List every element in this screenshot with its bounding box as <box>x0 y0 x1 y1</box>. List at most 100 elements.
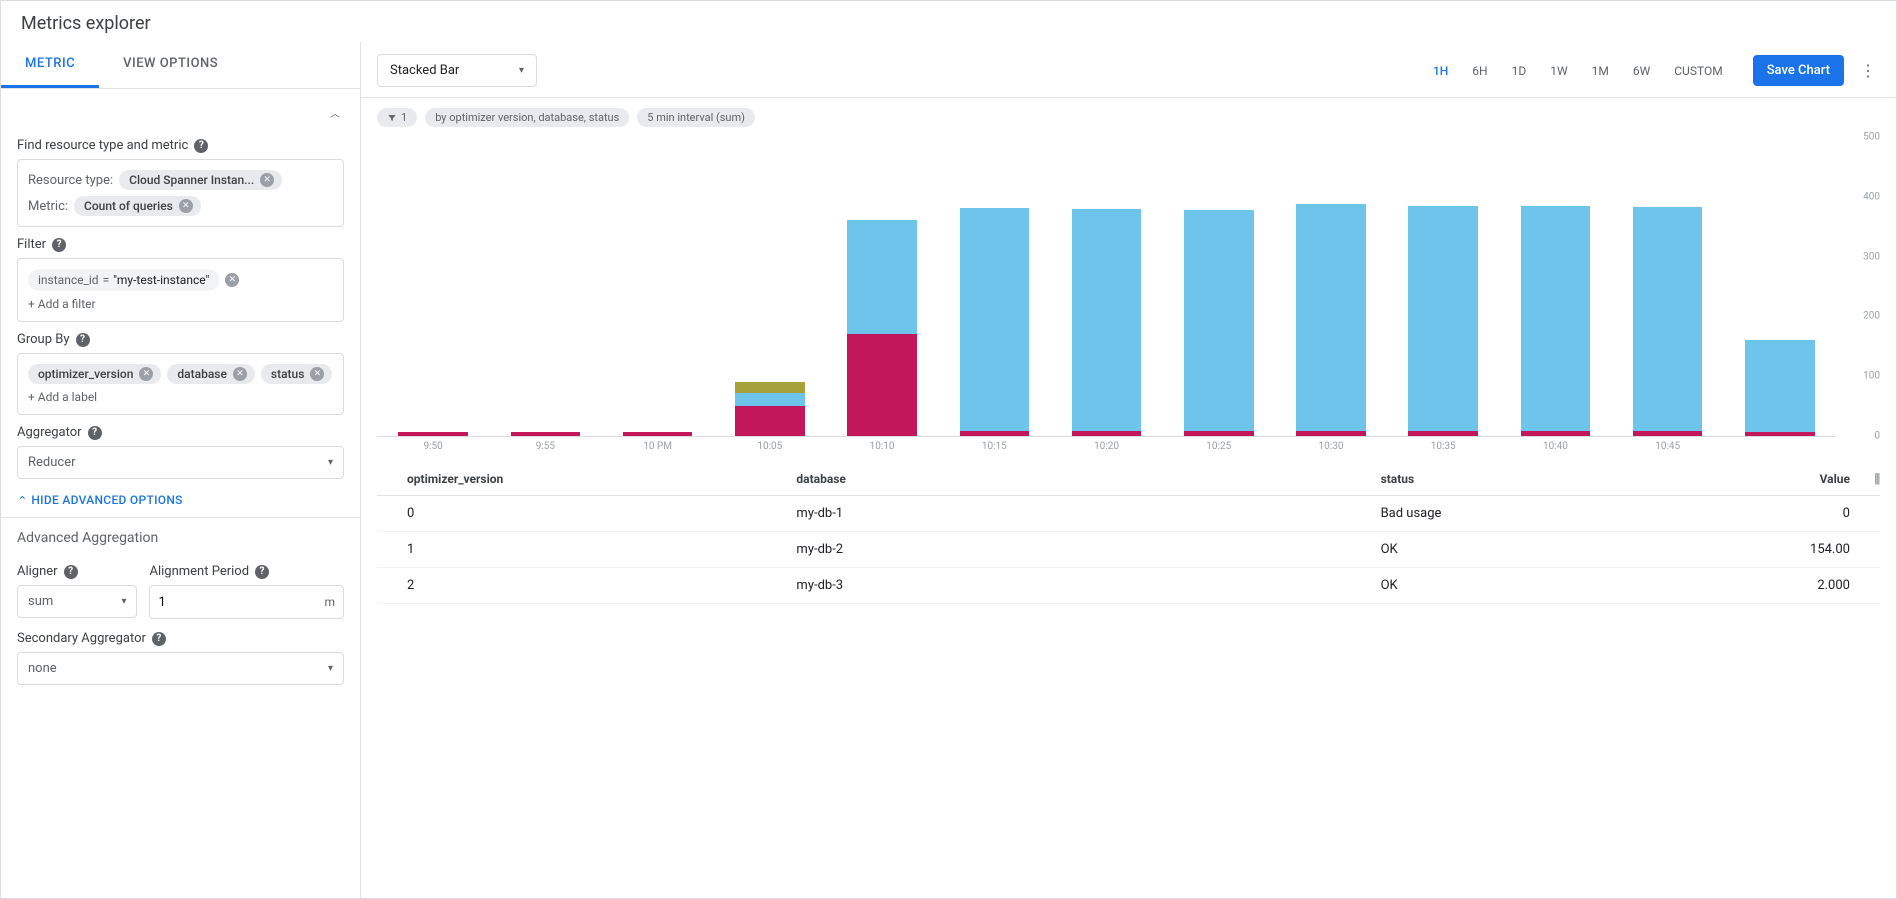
groupby-chip[interactable]: database✕ <box>167 364 255 384</box>
help-icon[interactable]: ? <box>255 565 269 579</box>
aggregator-select[interactable]: Reducer ▾ <box>17 446 344 479</box>
bar-segment <box>1408 431 1478 436</box>
chart-area: 0100200300400500 <box>377 137 1836 437</box>
col-value: Value <box>1770 472 1850 487</box>
save-chart-button[interactable]: Save Chart <box>1753 55 1844 86</box>
bar-segment <box>1072 431 1142 436</box>
bar-segment <box>1745 340 1815 432</box>
x-tick: 10:25 <box>1163 441 1275 452</box>
pill-groupby[interactable]: by optimizer version, database, status <box>425 108 629 127</box>
x-tick: 10:45 <box>1612 441 1724 452</box>
filter-chip[interactable]: instance_id = "my-test-instance" <box>28 269 219 291</box>
pill-count-text: 1 <box>401 111 407 124</box>
resource-type-label: Resource type: <box>28 173 113 188</box>
sidebar: METRIC VIEW OPTIONS ︿ Find resource type… <box>1 42 361 898</box>
y-tick: 200 <box>1863 311 1880 322</box>
chart-type-value: Stacked Bar <box>390 63 459 78</box>
y-tick: 0 <box>1874 431 1880 442</box>
secondary-agg-select[interactable]: none ▾ <box>17 652 344 685</box>
legend-row[interactable]: 0my-db-1Bad usage0 <box>377 496 1880 532</box>
help-icon[interactable]: ? <box>194 139 208 153</box>
pill-filter-count[interactable]: 1 <box>377 108 417 127</box>
bar-segment <box>398 432 468 436</box>
groupby-label: Group By ? <box>17 332 344 347</box>
bar-segment <box>1633 207 1703 431</box>
bar-segment <box>1521 431 1591 436</box>
metric-label: Metric: <box>28 199 68 214</box>
remove-icon[interactable]: ✕ <box>139 367 153 381</box>
time-range-custom[interactable]: CUSTOM <box>1664 58 1732 84</box>
hide-advanced-toggle[interactable]: ⌄ HIDE ADVANCED OPTIONS <box>17 479 344 517</box>
help-icon[interactable]: ? <box>52 238 66 252</box>
pill-interval[interactable]: 5 min interval (sum) <box>637 108 755 127</box>
bar[interactable] <box>847 220 917 436</box>
help-icon[interactable]: ? <box>88 426 102 440</box>
help-icon[interactable]: ? <box>152 632 166 646</box>
time-range-1m[interactable]: 1M <box>1582 58 1619 84</box>
bar-slot <box>601 137 713 436</box>
period-label: Alignment Period ? <box>149 564 344 579</box>
find-label-text: Find resource type and metric <box>17 138 188 153</box>
remove-icon[interactable]: ✕ <box>310 367 324 381</box>
collapse-icon[interactable]: ︿ <box>330 105 340 120</box>
remove-icon[interactable]: ✕ <box>225 273 239 287</box>
filter-box: instance_id = "my-test-instance" ✕ + Add… <box>17 258 344 322</box>
bar[interactable] <box>1745 340 1815 436</box>
chart-type-select[interactable]: Stacked Bar ▾ <box>377 54 537 87</box>
time-range-6h[interactable]: 6H <box>1462 58 1497 84</box>
help-icon[interactable]: ? <box>64 565 78 579</box>
resource-type-chip[interactable]: Cloud Spanner Instan... ✕ <box>119 170 282 190</box>
page-title: Metrics explorer <box>1 1 1896 42</box>
aggregator-label: Aggregator ? <box>17 425 344 440</box>
legend-row[interactable]: 1my-db-2OK154.00 <box>377 532 1880 568</box>
bar[interactable] <box>623 432 693 436</box>
aligner-label-text: Aligner <box>17 564 58 579</box>
legend-status: OK <box>1381 542 1770 557</box>
groupby-chip[interactable]: status✕ <box>261 364 333 384</box>
legend-database: my-db-2 <box>796 542 1380 557</box>
period-value-input[interactable] <box>158 595 324 610</box>
legend-optimizer-version: 2 <box>407 578 796 593</box>
bar[interactable] <box>1072 209 1142 436</box>
aligner-select[interactable]: sum ▾ <box>17 585 137 618</box>
x-tick <box>1724 441 1836 452</box>
time-range-1h[interactable]: 1H <box>1423 58 1458 84</box>
help-icon[interactable]: ? <box>76 333 90 347</box>
add-filter-link[interactable]: + Add a filter <box>28 297 96 311</box>
remove-icon[interactable]: ✕ <box>233 367 247 381</box>
bar-slot <box>938 137 1050 436</box>
filter-op: = <box>103 273 110 287</box>
bars-container <box>377 137 1836 436</box>
bar-slot <box>826 137 938 436</box>
alignment-period-input[interactable]: m <box>149 585 344 619</box>
bar[interactable] <box>398 432 468 436</box>
groupby-chip[interactable]: optimizer_version✕ <box>28 364 161 384</box>
col-optimizer-version: optimizer_version <box>407 472 796 487</box>
bar-slot <box>1275 137 1387 436</box>
bar[interactable] <box>1633 207 1703 436</box>
add-label-link[interactable]: + Add a label <box>28 390 97 404</box>
col-database: database <box>796 472 1380 487</box>
bar[interactable] <box>735 382 805 436</box>
bar[interactable] <box>1296 204 1366 436</box>
bar[interactable] <box>960 208 1030 436</box>
bar-segment <box>1408 206 1478 431</box>
time-range-6w[interactable]: 6W <box>1623 58 1660 84</box>
tab-view-options[interactable]: VIEW OPTIONS <box>99 42 242 88</box>
bar[interactable] <box>1184 210 1254 436</box>
remove-icon[interactable]: ✕ <box>179 199 193 213</box>
time-range-1d[interactable]: 1D <box>1502 58 1537 84</box>
bar[interactable] <box>1521 206 1591 436</box>
time-range-1w[interactable]: 1W <box>1540 58 1577 84</box>
more-menu-icon[interactable]: ⋮ <box>1856 59 1880 83</box>
find-box: Resource type: Cloud Spanner Instan... ✕… <box>17 159 344 227</box>
metric-chip[interactable]: Count of queries ✕ <box>74 196 201 216</box>
bar-segment <box>735 406 805 436</box>
columns-icon[interactable]: ⫼ <box>1850 472 1880 487</box>
tab-metric[interactable]: METRIC <box>1 42 99 88</box>
find-label: Find resource type and metric ? <box>17 138 344 153</box>
bar[interactable] <box>511 432 581 436</box>
remove-icon[interactable]: ✕ <box>260 173 274 187</box>
legend-row[interactable]: 2my-db-3OK2.000 <box>377 568 1880 604</box>
bar[interactable] <box>1408 206 1478 436</box>
